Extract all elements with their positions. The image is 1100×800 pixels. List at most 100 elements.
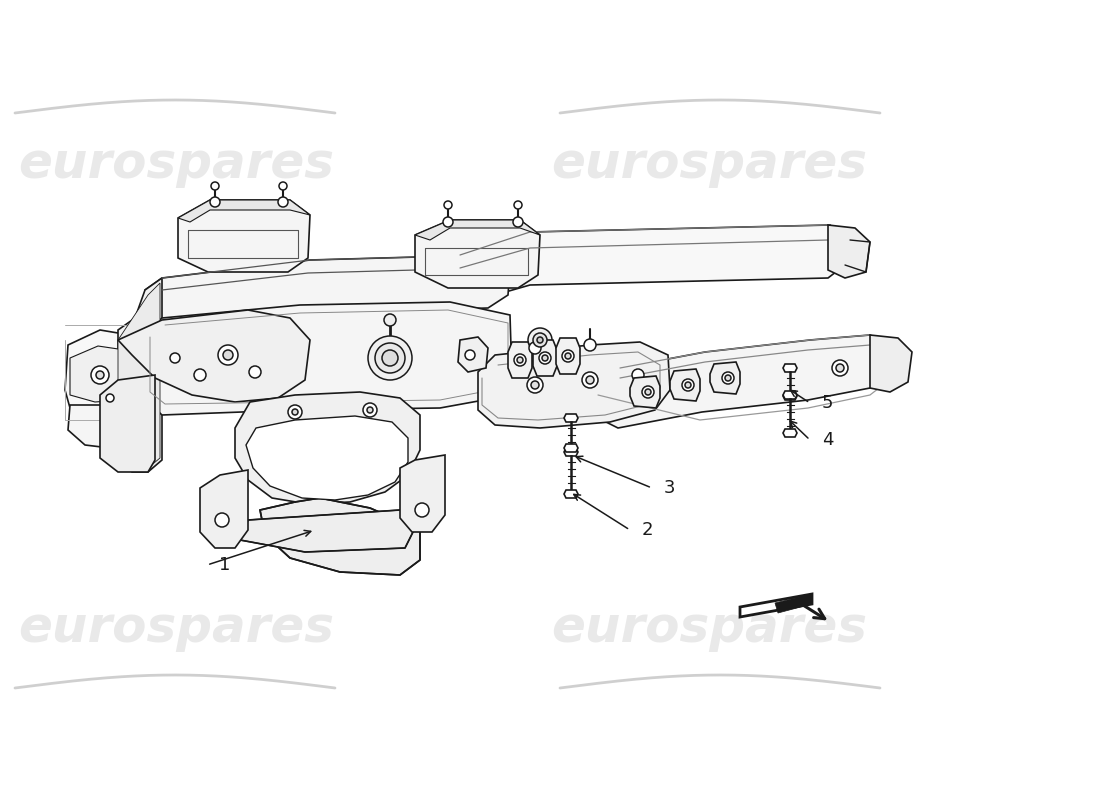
Text: 3: 3 bbox=[664, 479, 675, 497]
Circle shape bbox=[210, 197, 220, 207]
Circle shape bbox=[832, 360, 848, 376]
Polygon shape bbox=[148, 302, 512, 415]
Polygon shape bbox=[783, 392, 798, 400]
Text: 5: 5 bbox=[822, 394, 834, 412]
Polygon shape bbox=[240, 510, 415, 552]
Circle shape bbox=[527, 377, 543, 393]
Text: 1: 1 bbox=[219, 556, 230, 574]
Circle shape bbox=[211, 182, 219, 190]
Circle shape bbox=[415, 503, 429, 517]
Polygon shape bbox=[100, 375, 155, 472]
Circle shape bbox=[642, 386, 654, 398]
Circle shape bbox=[514, 201, 522, 209]
Circle shape bbox=[288, 405, 302, 419]
Polygon shape bbox=[70, 346, 138, 402]
Circle shape bbox=[514, 354, 526, 366]
Circle shape bbox=[170, 353, 180, 363]
Circle shape bbox=[685, 382, 691, 388]
Circle shape bbox=[367, 407, 373, 413]
Text: 2: 2 bbox=[642, 521, 653, 539]
Polygon shape bbox=[446, 225, 850, 305]
Text: eurospares: eurospares bbox=[551, 140, 868, 188]
Circle shape bbox=[632, 369, 644, 381]
Polygon shape bbox=[68, 405, 148, 448]
Circle shape bbox=[517, 357, 522, 363]
Polygon shape bbox=[415, 220, 540, 288]
Circle shape bbox=[582, 372, 598, 388]
Polygon shape bbox=[65, 330, 148, 412]
Circle shape bbox=[382, 350, 398, 366]
Polygon shape bbox=[670, 369, 700, 401]
Circle shape bbox=[565, 353, 571, 359]
Circle shape bbox=[96, 371, 104, 379]
Polygon shape bbox=[145, 255, 510, 330]
Polygon shape bbox=[598, 335, 895, 428]
Circle shape bbox=[384, 314, 396, 326]
Polygon shape bbox=[564, 414, 578, 422]
Circle shape bbox=[584, 339, 596, 351]
Circle shape bbox=[91, 366, 109, 384]
Circle shape bbox=[534, 333, 547, 347]
Polygon shape bbox=[478, 342, 670, 428]
Circle shape bbox=[278, 197, 288, 207]
Polygon shape bbox=[415, 220, 540, 240]
Circle shape bbox=[218, 345, 238, 365]
Circle shape bbox=[194, 369, 206, 381]
Circle shape bbox=[292, 409, 298, 415]
Polygon shape bbox=[556, 338, 580, 374]
Circle shape bbox=[529, 342, 541, 354]
Text: eurospares: eurospares bbox=[18, 140, 334, 188]
Polygon shape bbox=[118, 278, 162, 472]
Circle shape bbox=[531, 381, 539, 389]
Circle shape bbox=[223, 350, 233, 360]
Polygon shape bbox=[178, 200, 310, 222]
Polygon shape bbox=[564, 490, 578, 498]
Polygon shape bbox=[783, 391, 798, 399]
Polygon shape bbox=[246, 416, 408, 500]
Text: eurospares: eurospares bbox=[18, 604, 334, 652]
Circle shape bbox=[214, 513, 229, 527]
Polygon shape bbox=[508, 342, 532, 378]
Polygon shape bbox=[740, 594, 812, 617]
Circle shape bbox=[645, 389, 651, 395]
Polygon shape bbox=[534, 340, 557, 376]
Circle shape bbox=[106, 394, 114, 402]
Circle shape bbox=[363, 403, 377, 417]
Circle shape bbox=[375, 343, 405, 373]
Circle shape bbox=[444, 201, 452, 209]
Circle shape bbox=[368, 336, 412, 380]
Polygon shape bbox=[235, 392, 420, 504]
Polygon shape bbox=[118, 310, 310, 402]
Circle shape bbox=[722, 372, 734, 384]
Polygon shape bbox=[400, 455, 446, 532]
Circle shape bbox=[836, 364, 844, 372]
Polygon shape bbox=[870, 335, 912, 392]
Circle shape bbox=[537, 337, 543, 343]
Polygon shape bbox=[776, 594, 812, 613]
Polygon shape bbox=[828, 225, 870, 278]
Polygon shape bbox=[783, 364, 798, 372]
Circle shape bbox=[725, 375, 732, 381]
Circle shape bbox=[539, 352, 551, 364]
Polygon shape bbox=[783, 429, 798, 437]
Polygon shape bbox=[564, 444, 578, 452]
Circle shape bbox=[465, 350, 475, 360]
Text: eurospares: eurospares bbox=[551, 604, 868, 652]
Polygon shape bbox=[118, 283, 160, 468]
Circle shape bbox=[513, 217, 522, 227]
Polygon shape bbox=[458, 337, 488, 372]
Circle shape bbox=[528, 328, 552, 352]
Polygon shape bbox=[178, 200, 310, 272]
Circle shape bbox=[562, 350, 574, 362]
Circle shape bbox=[586, 376, 594, 384]
Circle shape bbox=[682, 379, 694, 391]
Circle shape bbox=[279, 182, 287, 190]
Circle shape bbox=[443, 217, 453, 227]
Polygon shape bbox=[564, 448, 578, 456]
Polygon shape bbox=[200, 470, 248, 548]
Polygon shape bbox=[260, 498, 420, 575]
Polygon shape bbox=[630, 376, 660, 408]
Text: 4: 4 bbox=[822, 431, 834, 449]
Circle shape bbox=[542, 355, 548, 361]
Circle shape bbox=[249, 366, 261, 378]
